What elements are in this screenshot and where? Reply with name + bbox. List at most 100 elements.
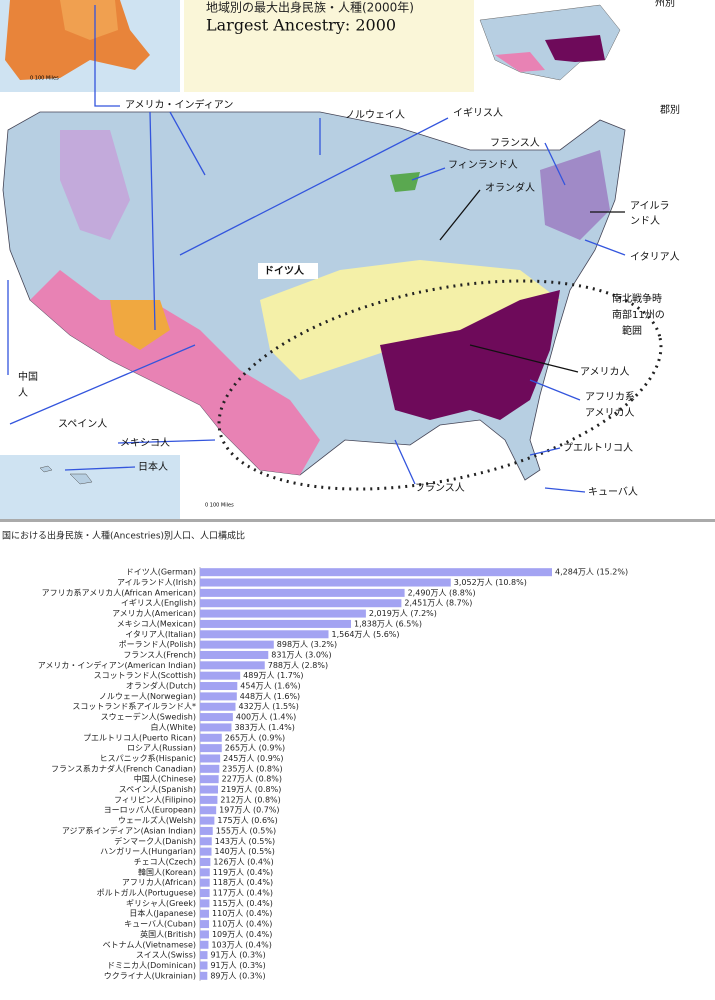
alaska-north	[60, 0, 118, 40]
y-tick-label: ドミニカ人(Dominican)	[107, 961, 196, 970]
map-label: 人	[18, 387, 28, 399]
confederacy-outline	[217, 279, 663, 491]
y-tick-label: フランス人(French)	[123, 650, 196, 659]
y-tick-label: 日本人(Japanese)	[129, 908, 196, 918]
y-tick-label: ノルウェー人(Norwegian)	[99, 692, 196, 701]
value-label: 2,451万人 (8.7%)	[404, 599, 472, 608]
y-tick-label: イギリス人(English)	[121, 599, 196, 608]
arrow	[584, 239, 626, 256]
county-label: 郡別	[660, 104, 680, 116]
hawaii-inset	[0, 455, 180, 520]
bar	[200, 826, 213, 835]
value-label: 91万人 (0.3%)	[210, 961, 265, 970]
map-label: フィンランド人	[448, 159, 518, 171]
value-label: 197万人 (0.7%)	[219, 806, 279, 815]
bar	[200, 857, 211, 866]
y-tick-label: ウェールズ人(Welsh)	[118, 815, 196, 825]
y-tick-label: ポルトガル人(Portuguese)	[97, 888, 196, 898]
arrow	[439, 189, 625, 373]
map-label: 南部11州の	[612, 308, 665, 321]
region-pink	[30, 270, 320, 475]
hawaii	[39, 465, 93, 485]
value-label: 110万人 (0.4%)	[212, 909, 272, 918]
divider	[0, 519, 715, 522]
y-tick-label: アメリカ人(American)	[112, 609, 196, 618]
value-label: 245万人 (0.9%)	[223, 754, 283, 763]
bar	[200, 578, 451, 587]
arrow	[394, 379, 586, 493]
y-tick-label: メキシコ人(Mexican)	[117, 619, 196, 628]
value-label: 1,838万人 (6.5%)	[354, 619, 422, 628]
arrow	[94, 5, 120, 107]
bar	[200, 619, 352, 628]
map-label: オランダ人	[485, 181, 535, 194]
map-label: メキシコ人	[120, 437, 170, 449]
value-label: 432万人 (1.5%)	[238, 702, 298, 711]
value-label: 89万人 (0.3%)	[210, 971, 265, 980]
y-tick-label: プエルトリコ人(Puerto Rican)	[83, 733, 196, 742]
bar	[200, 723, 232, 732]
map-label: アイルラ	[630, 200, 670, 212]
bar	[200, 961, 208, 970]
arrow	[411, 142, 566, 186]
y-tick-label: チェコ人(Czech)	[134, 857, 196, 866]
value-label: 140万人 (0.5%)	[215, 847, 275, 856]
map-label: 中国	[18, 370, 38, 383]
title-box	[184, 0, 474, 92]
bar	[200, 588, 405, 597]
state-south	[545, 35, 605, 62]
region-yellow	[260, 260, 560, 380]
arrows	[7, 5, 626, 493]
value-label: 3,052万人 (10.8%)	[454, 578, 527, 587]
y-tick-label: スウェーデン人(Swedish)	[101, 712, 196, 722]
y-tick-label: ベトナム人(Vietnamese)	[103, 940, 196, 949]
value-label: 788万人 (2.8%)	[268, 661, 328, 670]
bar	[200, 951, 208, 960]
value-label: 212万人 (0.8%)	[220, 795, 280, 804]
bar	[200, 702, 236, 711]
bar	[200, 878, 210, 887]
map-label: ンド人	[630, 215, 660, 227]
region-lilac	[60, 130, 130, 240]
bar	[200, 971, 208, 980]
bar	[200, 785, 218, 794]
y-tick-label: フィリピン人(Filipino)	[114, 795, 196, 804]
bar	[200, 909, 210, 918]
y-tick-label: アジア系インディアン(Asian Indian)	[62, 825, 196, 835]
value-label: 110万人 (0.4%)	[212, 920, 272, 929]
map-label: ノルウェイ人	[345, 109, 405, 121]
y-tick-label: アイルランド人(Irish)	[117, 578, 196, 587]
y-tick-label: スコットランド人(Scottish)	[94, 671, 196, 680]
value-label: 2,490万人 (8.8%)	[408, 588, 476, 597]
bar	[200, 599, 402, 608]
chart-title: 国における出身民族・人種(Ancestries)別人口、人口構成比	[2, 530, 245, 542]
map-label: アメリカ人	[585, 407, 635, 419]
bar	[200, 744, 222, 753]
value-label: 448万人 (1.6%)	[240, 692, 300, 701]
bar	[200, 920, 210, 929]
y-tick-label: 中国人(Chinese)	[134, 774, 196, 784]
y-tick-label: 韓国人(Korean)	[138, 867, 196, 877]
map-title-ja: 地域別の最大出身民族・人種(2000年)	[206, 0, 414, 15]
value-label: 126万人 (0.4%)	[213, 857, 273, 866]
y-tick-label: アフリカ系アメリカ人(African American)	[42, 587, 196, 597]
bar	[200, 847, 212, 856]
bar	[200, 671, 241, 680]
value-label: 143万人 (0.5%)	[215, 837, 275, 846]
state-southwest	[495, 52, 545, 72]
bar	[200, 661, 265, 670]
y-tick-label: スコットランド系アイルランド人*	[72, 701, 196, 711]
region-purple	[380, 290, 560, 420]
arrow	[179, 117, 449, 256]
map-title-en: Largest Ancestry: 2000	[206, 16, 396, 35]
y-tick-label: アメリカ・インディアン(American Indian)	[38, 660, 196, 670]
bar	[200, 733, 222, 742]
bar	[200, 899, 210, 908]
bar	[200, 889, 210, 898]
bar	[200, 930, 209, 939]
bar	[200, 713, 233, 722]
map-label: スペイン人	[58, 418, 107, 430]
bar	[200, 868, 210, 877]
value-label: 91万人 (0.3%)	[210, 951, 265, 960]
